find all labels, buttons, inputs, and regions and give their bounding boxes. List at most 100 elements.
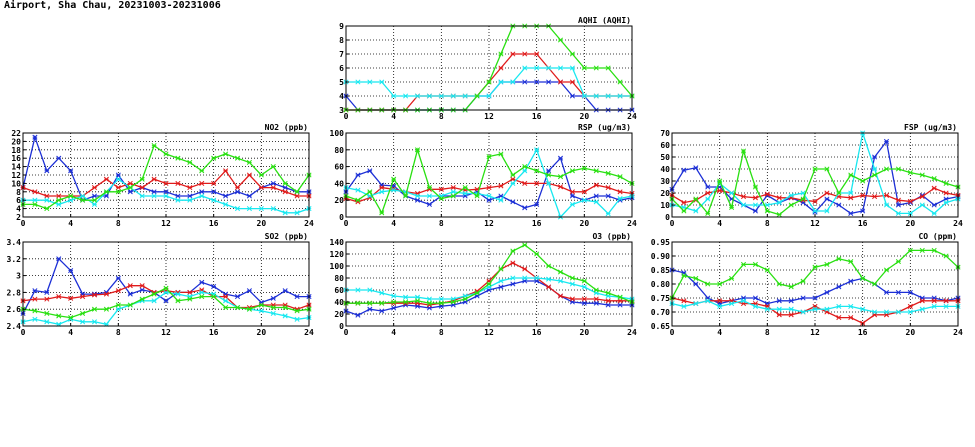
data-point [681,200,687,206]
data-point [907,303,913,309]
y-tick-label: 4 [339,92,344,101]
data-point [379,300,385,306]
data-point [593,65,599,71]
data-point [557,278,564,284]
y-tick-label: 22 [11,129,21,138]
data-point [223,193,229,199]
data-point [486,193,492,199]
data-point [510,180,516,186]
data-point [593,93,599,99]
data-point [581,278,587,284]
series-cyan [343,65,635,99]
data-point [498,266,504,272]
data-point [740,194,747,200]
y-tick-label: 50 [660,153,670,162]
data-point [163,193,169,199]
data-point [593,300,599,306]
x-tick-label: 12 [484,112,494,121]
data-point [943,190,949,196]
data-point [824,208,830,214]
data-point [788,202,794,208]
data-point [510,176,516,182]
data-point [919,298,925,304]
data-point [187,296,193,302]
data-point [294,316,300,322]
data-point [426,296,432,302]
data-point [593,182,599,188]
x-tick-label: 4 [391,219,396,228]
data-point [474,93,480,99]
data-point [462,93,468,99]
x-tick-label: 24 [953,328,963,337]
data-point [848,172,854,178]
data-point [534,51,540,57]
data-point [270,180,276,186]
data-point [557,184,564,190]
data-point [379,79,385,85]
data-point [163,285,169,291]
data-point [32,288,38,294]
x-tick-label: 4 [717,219,722,228]
x-tick-label: 16 [532,112,542,121]
y-tick-label: 0.70 [651,308,670,317]
data-point [246,288,252,294]
data-point [498,151,504,157]
data-point [498,284,504,290]
data-point [44,206,50,212]
data-point [379,189,385,195]
chart-title: O3 (ppb) [592,232,631,241]
data-point [510,79,516,85]
data-point [776,212,782,218]
data-point [919,306,925,312]
data-point [115,288,121,294]
data-point [223,298,229,304]
data-point [617,195,623,202]
data-point [605,302,611,308]
data-point [752,303,758,309]
data-point [812,295,818,301]
data-point [717,298,723,304]
data-point [474,193,480,199]
y-tick-label: 80 [334,146,344,155]
data-point [510,248,516,254]
data-point [522,79,528,85]
data-point [581,300,587,306]
y-tick-label: 40 [334,179,344,188]
x-tick-label: 20 [580,219,590,228]
data-point [498,65,504,71]
data-point [486,281,492,287]
data-point [860,192,866,198]
data-point [175,291,181,297]
data-point [569,65,575,71]
y-tick-label: 0.90 [651,252,670,261]
chart-title: FSP (ug/m3) [904,123,957,132]
data-point [522,65,528,71]
data-point [800,278,806,284]
data-point [931,303,937,309]
data-point [44,197,50,203]
data-point [705,184,711,190]
data-point [836,190,842,196]
data-point [199,180,205,186]
y-tick-label: 2 [16,213,21,222]
data-point [223,201,229,207]
data-point [80,294,86,300]
data-point [895,202,901,208]
data-point [788,298,794,304]
data-point [848,315,854,321]
data-point [234,155,241,161]
data-point [80,319,86,325]
data-point [907,198,913,204]
data-point [498,79,504,85]
data-point [800,309,806,315]
data-point [776,200,782,206]
data-point [127,283,133,289]
data-point [462,190,468,197]
data-point [163,289,169,295]
data-point [546,180,552,186]
data-point [907,210,913,216]
data-point [91,193,98,199]
data-point [693,196,699,202]
data-point [294,210,300,216]
